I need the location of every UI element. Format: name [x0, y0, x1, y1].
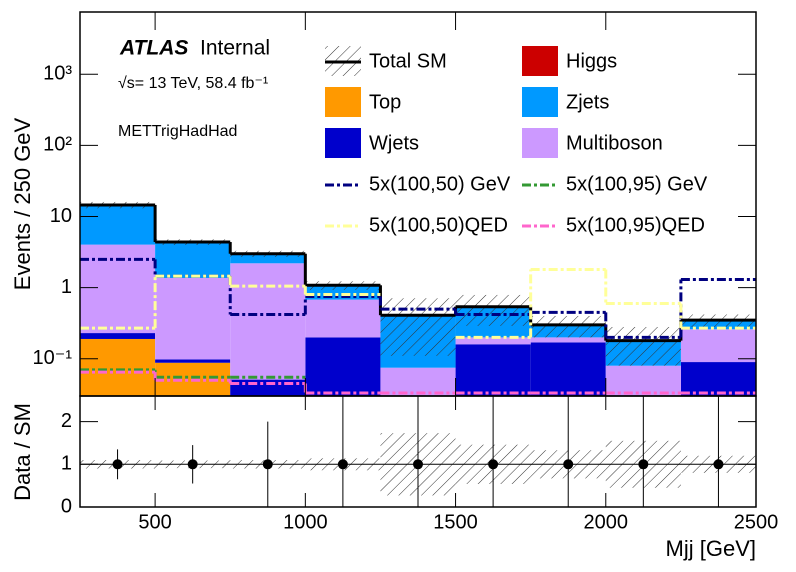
data-point	[262, 459, 273, 470]
legend-swatch	[325, 128, 361, 158]
x-tick-label: 500	[138, 511, 171, 533]
legend-label: Multiboson	[566, 132, 663, 154]
data-point	[112, 459, 123, 470]
legend-swatch	[522, 87, 558, 117]
legend-label: Wjets	[369, 132, 419, 154]
stack-bar	[155, 277, 231, 360]
stack-bar	[530, 342, 606, 396]
status: Internal	[200, 37, 270, 60]
legend-swatch	[522, 128, 558, 158]
stack-bar	[530, 337, 606, 343]
legend-label: 5x(100,95)QED	[566, 214, 705, 236]
data-point	[337, 459, 348, 470]
legend-label: Higgs	[566, 50, 617, 72]
legend-label: 5x(100,50)QED	[369, 214, 508, 236]
stack-bar	[605, 365, 681, 396]
energy-text: √s= 13 TeV, 58.4 fb⁻¹	[118, 75, 268, 92]
ratio-y-tick-label: 2	[61, 410, 72, 432]
uncertainty-band	[605, 326, 681, 366]
stack-bar	[305, 337, 381, 396]
stack-bar	[305, 299, 381, 338]
stack-bar	[80, 338, 156, 396]
legend-label: 5x(100,50) GeV	[369, 173, 511, 195]
data-point	[563, 459, 574, 470]
uncertainty-band	[380, 298, 456, 356]
legend-label: Zjets	[566, 91, 609, 113]
uncertainty-band	[455, 294, 531, 326]
stack-bar	[455, 344, 531, 396]
y-tick-label: 10³	[43, 63, 72, 85]
stack-bar	[230, 253, 306, 264]
stack-bar	[380, 367, 456, 396]
data-point	[488, 459, 499, 470]
data-point	[638, 459, 649, 470]
stack-bar	[455, 337, 531, 345]
stack-bar	[155, 242, 231, 278]
y-tick-label: 10²	[43, 134, 72, 156]
ratio-plot	[80, 396, 756, 507]
legend-label: 5x(100,95) GeV	[566, 173, 708, 195]
ratio-y-axis-label: Data / SM	[10, 403, 35, 501]
experiment: ATLAS	[119, 37, 188, 60]
ratio-y-tick-label: 0	[61, 495, 72, 517]
y-tick-label: 1	[61, 276, 72, 298]
x-tick-label: 1500	[433, 511, 478, 533]
ratio-frame	[79, 395, 757, 508]
legend-label: Total SM	[369, 50, 447, 72]
stack-bar	[230, 263, 306, 380]
uncertainty-band	[530, 315, 606, 338]
data-point	[187, 459, 198, 470]
region: METTrigHadHad	[118, 123, 237, 140]
data-point	[713, 459, 724, 470]
legend-swatch	[325, 87, 361, 117]
stack-bar	[680, 329, 756, 363]
main-plot	[80, 201, 756, 396]
legend-swatch	[522, 46, 558, 76]
x-tick-label: 2000	[584, 511, 629, 533]
y-tick-label: 10⁻¹	[33, 347, 73, 369]
legend-label: Top	[369, 91, 401, 113]
x-axis-label: Mjj [GeV]	[666, 536, 756, 561]
y-axis-label: Events / 250 GeV	[10, 117, 35, 290]
x-tick-label: 2500	[734, 511, 779, 533]
stack-bar	[155, 359, 231, 363]
stack-bar	[80, 204, 156, 245]
data-point	[413, 459, 423, 470]
stack-bar	[680, 362, 756, 396]
y-tick-label: 10	[50, 205, 72, 227]
ratio-y-tick-label: 1	[61, 453, 72, 475]
stack-bar	[80, 333, 156, 339]
x-tick-label: 1000	[283, 511, 328, 533]
